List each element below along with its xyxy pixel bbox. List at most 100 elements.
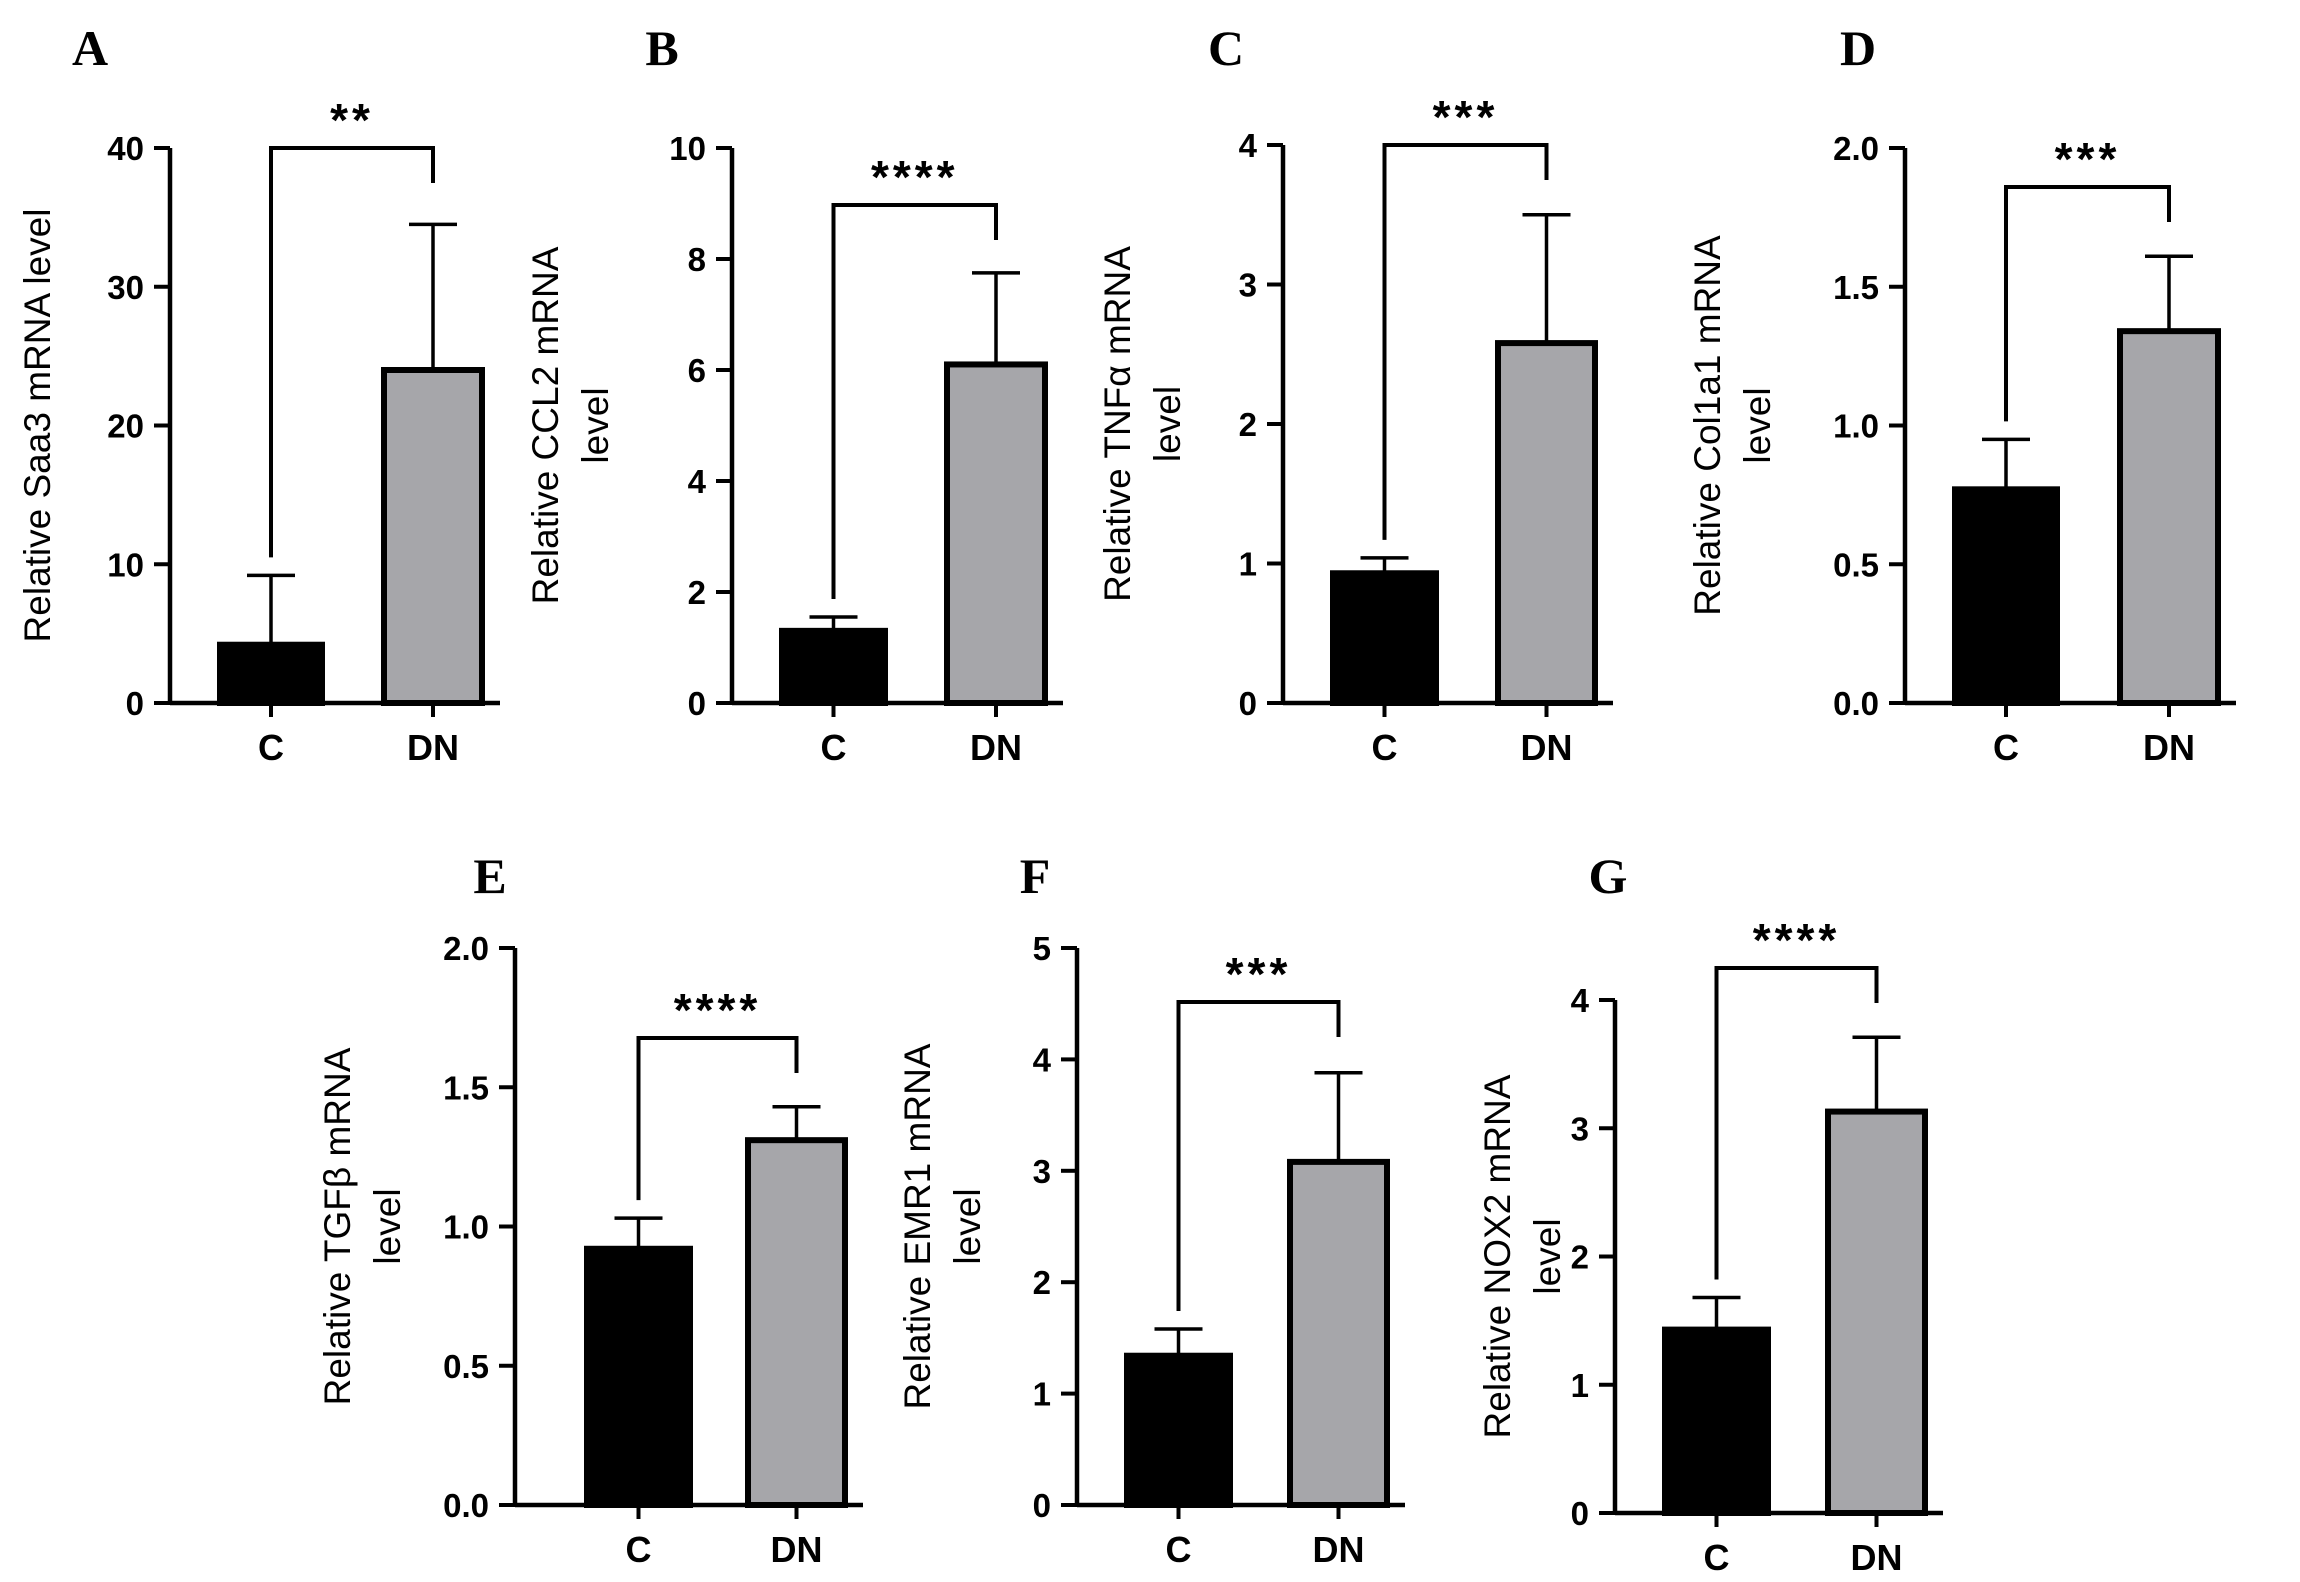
- y-tick-label-d: 2.0: [1833, 130, 1879, 167]
- category-label-g-c: C: [1704, 1537, 1730, 1578]
- significance-label-d: ***: [2055, 133, 2121, 185]
- y-tick-label-c: 3: [1239, 267, 1257, 304]
- y-tick-label-b: 8: [688, 241, 706, 278]
- y-tick-label-g: 1: [1571, 1367, 1589, 1404]
- y-tick-label-b: 4: [688, 463, 707, 500]
- bar-c-c: [1330, 570, 1439, 707]
- significance-bracket-c: [1382, 143, 1549, 540]
- panel-letter-b: B: [645, 20, 678, 76]
- y-axis-title-g-line1: Relative NOX2 mRNA: [1477, 1074, 1518, 1438]
- significance-bracket-g: [1714, 966, 1879, 1280]
- bar-g-dn: [1825, 1108, 1928, 1516]
- y-tick-label-c: 1: [1239, 546, 1257, 583]
- y-tick-label-b: 6: [688, 352, 706, 389]
- category-label-f-c: C: [1166, 1529, 1192, 1570]
- category-label-f-dn: DN: [1313, 1529, 1365, 1570]
- panel-letter-a: A: [72, 20, 108, 76]
- bar-d-c: [1952, 486, 2060, 707]
- bar-e-dn: [745, 1137, 848, 1509]
- panel-b: B Relative CCL2 mRNA level 0 2 4 6 8 10 C DN ****: [525, 20, 1063, 768]
- category-label-e-dn: DN: [771, 1529, 823, 1570]
- y-axis-title-a: Relative Saa3 mRNA level: [17, 209, 58, 643]
- bar-c-dn: [1495, 340, 1598, 706]
- y-tick-label-e: 2.0: [443, 930, 489, 967]
- category-label-a-dn: DN: [407, 727, 459, 768]
- bar-a-dn: [381, 367, 485, 706]
- bar-f-dn: [1287, 1158, 1390, 1508]
- y-tick-label-d: 0.0: [1833, 685, 1879, 722]
- panel-e: E Relative TGFβ mRNA level 0.0 0.5 1.0 1.5 2.0 C…: [317, 848, 863, 1570]
- y-tick-label-d: 0.5: [1833, 546, 1879, 583]
- panel-letter-d: D: [1840, 20, 1876, 76]
- significance-label-c: ***: [1433, 91, 1499, 143]
- significance-bracket-a: [269, 146, 435, 558]
- panel-letter-e: E: [473, 848, 506, 904]
- y-tick-label-f: 3: [1033, 1153, 1051, 1190]
- y-axis-title-e-line2: level: [367, 1188, 408, 1264]
- panel-f: F Relative EMR1 mRNA level 0 1 2 3 4 5 C DN ***: [897, 848, 1405, 1570]
- y-tick-label-c: 2: [1239, 406, 1257, 443]
- significance-label-e: ****: [674, 984, 762, 1036]
- bar-f-c: [1124, 1352, 1233, 1508]
- y-axis-title-f-line1: Relative EMR1 mRNA: [897, 1043, 938, 1409]
- y-tick-label-a: 0: [126, 685, 144, 722]
- panel-g: G Relative NOX2 mRNA level 0 1 2 3 4 C DN ****: [1477, 848, 1943, 1578]
- y-tick-label-e: 1.5: [443, 1069, 489, 1106]
- y-axis-title-g-line2: level: [1527, 1218, 1568, 1294]
- y-tick-label-a: 10: [107, 546, 144, 583]
- significance-bracket-e: [636, 1036, 799, 1201]
- panel-d: D Relative Col1a1 mRNA level 0.0 0.5 1.0 1.5 2.…: [1687, 20, 2236, 768]
- significance-label-g: ****: [1753, 914, 1841, 966]
- y-tick-label-f: 5: [1033, 930, 1051, 967]
- bar-a-c: [217, 641, 325, 706]
- panel-letter-c: C: [1208, 20, 1244, 76]
- y-tick-label-e: 1.0: [443, 1209, 489, 1246]
- category-label-c-c: C: [1372, 727, 1398, 768]
- category-label-g-dn: DN: [1851, 1537, 1903, 1578]
- y-tick-label-f: 0: [1033, 1487, 1051, 1524]
- category-label-a-c: C: [258, 727, 284, 768]
- y-tick-label-g: 0: [1571, 1495, 1589, 1532]
- significance-label-a: **: [330, 94, 374, 146]
- y-axis-title-f-line2: level: [947, 1188, 988, 1264]
- panel-a: A Relative Saa3 mRNA level 0 10 20 30 40 C DN **: [17, 20, 500, 768]
- y-axis-title-c-line2: level: [1147, 386, 1188, 462]
- category-label-d-c: C: [1993, 727, 2019, 768]
- category-label-b-dn: DN: [970, 727, 1022, 768]
- category-label-b-c: C: [821, 727, 847, 768]
- significance-label-b: ****: [871, 151, 959, 203]
- y-tick-label-g: 4: [1571, 982, 1590, 1019]
- bar-d-dn: [2117, 328, 2221, 706]
- significance-label-f: ***: [1226, 948, 1292, 1000]
- y-tick-label-b: 0: [688, 685, 706, 722]
- bar-b-c: [779, 627, 888, 706]
- y-tick-label-b: 10: [669, 130, 706, 167]
- y-tick-label-c: 4: [1239, 127, 1258, 164]
- y-tick-label-f: 4: [1033, 1041, 1052, 1078]
- significance-bracket-d: [2004, 185, 2171, 422]
- y-axis-title-d-line2: level: [1737, 387, 1778, 463]
- y-tick-label-g: 2: [1571, 1239, 1589, 1276]
- y-axis-title-d-line1: Relative Col1a1 mRNA: [1687, 235, 1728, 616]
- y-axis-title-b-line2: level: [575, 387, 616, 463]
- y-tick-label-a: 20: [107, 408, 144, 445]
- bar-e-c: [584, 1245, 693, 1509]
- bar-b-dn: [944, 361, 1048, 706]
- y-axis-title-c-line1: Relative TNFα mRNA: [1097, 246, 1138, 602]
- y-tick-label-c: 0: [1239, 685, 1257, 722]
- y-tick-label-f: 1: [1033, 1376, 1051, 1413]
- y-tick-label-d: 1.0: [1833, 408, 1879, 445]
- y-tick-label-e: 0.5: [443, 1348, 489, 1385]
- panel-c: C Relative TNFα mRNA level 0 1 2 3 4 C DN ***: [1097, 20, 1613, 768]
- category-label-d-dn: DN: [2143, 727, 2195, 768]
- bar-g-c: [1662, 1326, 1771, 1517]
- significance-bracket-b: [831, 203, 998, 599]
- panel-letter-g: G: [1589, 848, 1628, 904]
- y-tick-label-e: 0.0: [443, 1487, 489, 1524]
- y-tick-label-a: 40: [107, 130, 144, 167]
- y-tick-label-d: 1.5: [1833, 269, 1879, 306]
- y-axis-title-b-line1: Relative CCL2 mRNA: [525, 246, 566, 604]
- y-axis-title-e-line1: Relative TGFβ mRNA: [317, 1047, 358, 1405]
- category-label-e-c: C: [626, 1529, 652, 1570]
